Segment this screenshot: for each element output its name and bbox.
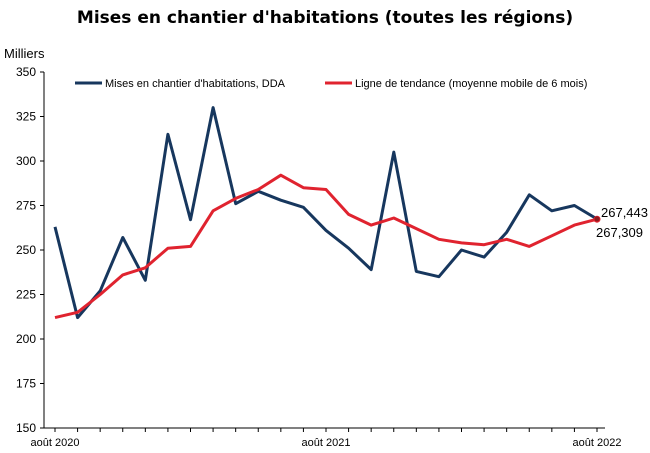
- chart-title: Mises en chantier d'habitations (toutes …: [76, 8, 574, 28]
- end-value-label-series-2: 267,309: [596, 225, 643, 240]
- y-tick-label: 325: [16, 110, 36, 124]
- legend-label-series-1: Mises en chantier d'habitations, DDA: [105, 78, 286, 90]
- y-tick-label: 200: [16, 332, 36, 346]
- legend-label-series-2: Ligne de tendance (moyenne mobile de 6 m…: [355, 78, 587, 90]
- y-tick-label: 350: [16, 65, 36, 79]
- series-line-1: [53, 106, 598, 320]
- series-group: [53, 106, 601, 320]
- end-point-marker-series-1: [594, 216, 600, 222]
- y-tick-label: 175: [16, 377, 36, 391]
- axes-group: 150 175 200 225 250 275 300 325 350 août 2020 août…: [16, 65, 622, 449]
- y-tick-label: 250: [16, 243, 36, 257]
- y-tick-label: 300: [16, 154, 36, 168]
- y-axis-unit-label: Milliers: [4, 46, 45, 61]
- x-tick-label: août 2020: [31, 437, 80, 449]
- y-tick-label: 275: [16, 199, 36, 213]
- series-line-2: [54, 173, 598, 320]
- y-tick-label: 150: [16, 421, 36, 435]
- end-value-label-series-1: 267,443: [601, 205, 648, 220]
- chart-legend: Mises en chantier d'habitations, DDA Lig…: [75, 78, 587, 90]
- x-tick-label: août 2022: [573, 437, 622, 449]
- y-tick-label: 225: [16, 288, 36, 302]
- x-tick-label: août 2021: [302, 437, 351, 449]
